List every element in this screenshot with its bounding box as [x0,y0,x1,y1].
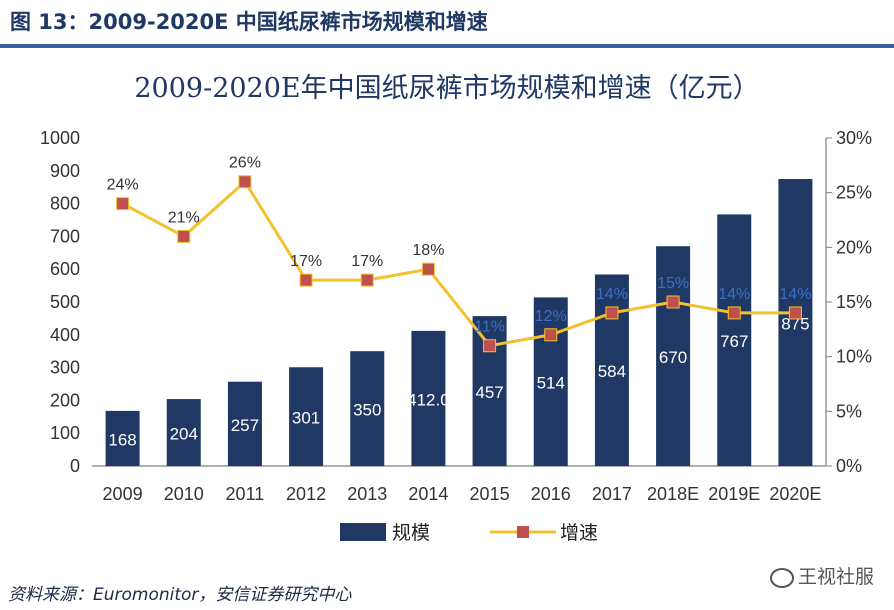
y-right-tick-label: 20% [836,237,872,257]
bar-value-label: 514 [537,374,565,393]
growth-marker [483,339,497,353]
growth-line [121,179,796,348]
y-left-tick-label: 800 [50,194,80,214]
x-tick-label: 2018E [647,484,699,504]
x-tick-label: 2011 [226,484,265,504]
growth-value-label: 21% [168,209,200,226]
growth-value-label: 14% [779,286,811,303]
x-tick-label: 2014 [408,484,448,504]
y-left-tick-label: 500 [50,292,80,312]
growth-marker [238,175,252,189]
watermark-label: 王视社服 [797,566,874,588]
y-right-tick-label: 5% [836,401,862,421]
bar-value-label: 584 [598,362,626,381]
bar-value-label: 204 [170,425,198,444]
y-left-tick-label: 200 [50,390,80,410]
bar [166,399,201,466]
legend-bar-label: 规模 [392,522,430,544]
chart-title: 2009-2020E年中国纸尿裤市场规模和增速（亿元） [134,73,760,104]
x-tick-label: 2017 [592,484,632,504]
growth-value-label: 15% [657,275,689,292]
y-right-tick-label: 30% [836,128,872,148]
y-left-tick-label: 700 [50,226,80,246]
x-tick-label: 2009 [103,484,143,504]
growth-marker [666,295,680,309]
bar [656,246,691,466]
title-divider [0,44,894,48]
growth-marker [299,273,313,287]
bar-value-label: 301 [292,409,320,428]
growth-value-label: 24% [107,177,139,194]
growth-marker [360,273,374,287]
growth-marker [116,197,130,211]
growth-value-label: 17% [351,253,383,270]
watermark: 王视社服 [769,562,874,589]
growth-value-label: 26% [229,155,261,172]
y-left-tick-label: 900 [50,161,80,181]
figure-title: 图 13：2009-2020E 中国纸尿裤市场规模和增速 [10,10,488,34]
growth-value-label: 18% [412,242,444,259]
growth-marker [177,229,191,243]
bar [778,179,813,466]
y-right-tick-label: 0% [836,456,862,476]
y-left-tick-label: 100 [50,423,80,443]
growth-value-label: 12% [535,308,567,325]
growth-value-label: 11% [474,319,505,336]
growth-marker [605,306,619,320]
bar-value-label: 257 [231,416,259,435]
y-right-tick-label: 15% [836,292,872,312]
bar [350,351,385,466]
x-tick-label: 2019E [708,484,760,504]
legend-marker-swatch [517,526,529,538]
bar [717,214,752,466]
bar-value-label: 350 [353,401,381,420]
x-tick-label: 2013 [347,484,387,504]
y-left-tick-label: 600 [50,259,80,279]
chat-bubble-icon [769,567,794,588]
bar [411,330,446,466]
y-left-tick-label: 400 [50,325,80,345]
y-right-tick-label: 25% [836,183,872,203]
bar-value-label: 767 [720,332,748,351]
growth-marker [727,306,741,320]
bar-value-label: 670 [659,348,687,367]
y-left-tick-label: 0 [70,456,80,476]
x-tick-label: 2010 [164,484,204,504]
y-left-tick-label: 300 [50,358,80,378]
bar-value-label: 412.0 [407,390,450,409]
bar [594,274,629,466]
x-tick-label: 2015 [470,484,510,504]
bar-value-label: 457 [475,383,503,402]
growth-marker [421,262,435,276]
y-right-tick-label: 10% [836,347,872,367]
bar [227,381,262,466]
bar-value-label: 168 [108,430,136,449]
bar [289,367,324,466]
growth-value-label: 14% [718,286,750,303]
bar [533,297,568,466]
x-tick-label: 2012 [286,484,326,504]
x-tick-label: 2016 [531,484,571,504]
growth-marker [788,306,802,320]
growth-marker [544,328,558,342]
growth-value-label: 14% [596,286,628,303]
legend-line-label: 增速 [560,522,598,544]
bar [105,410,140,466]
bar-value-label: 875 [781,315,809,334]
x-tick-label: 2020E [769,484,821,504]
source-note: 资料来源：Euromonitor，安信证券研究中心 [8,585,352,605]
y-left-tick-label: 1000 [40,128,80,148]
legend-bar-swatch [340,523,386,541]
growth-value-label: 17% [290,253,322,270]
